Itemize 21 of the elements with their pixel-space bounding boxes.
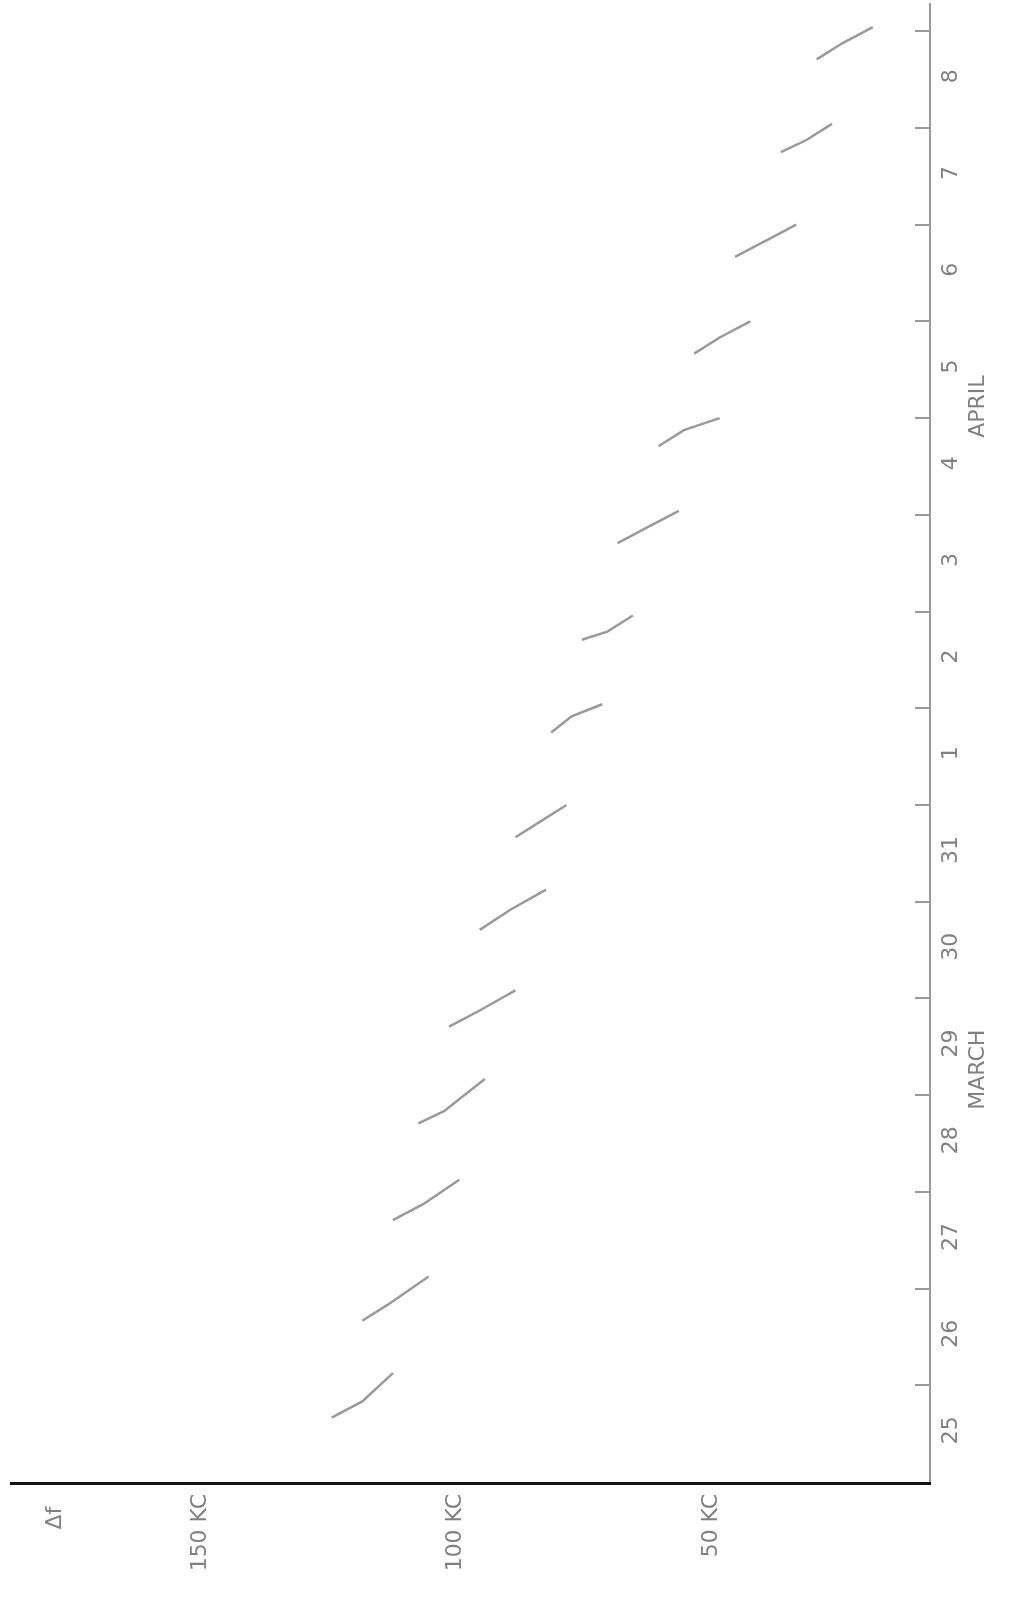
y-tick-label: 30 bbox=[937, 932, 963, 961]
y-tick-label: 29 bbox=[937, 1029, 963, 1058]
x-tick-label: 100 KC bbox=[441, 1493, 467, 1572]
y-tick-label: 31 bbox=[937, 836, 963, 865]
y-tick-label: 27 bbox=[937, 1222, 963, 1251]
y-tick-label: 6 bbox=[937, 262, 963, 277]
text: MARCH bbox=[964, 1029, 990, 1110]
y-tick-label: 26 bbox=[937, 1319, 963, 1348]
y-tick-label: 5 bbox=[937, 359, 963, 374]
x-tick-label: 150 KC bbox=[186, 1493, 212, 1572]
text: APRIL bbox=[964, 374, 990, 438]
y-tick-label: 25 bbox=[937, 1416, 963, 1445]
y-tick-label: 3 bbox=[937, 552, 963, 567]
y-tick-label: 7 bbox=[937, 165, 963, 180]
y-tick-label: 4 bbox=[937, 456, 963, 471]
x-tick-label: 50 KC bbox=[696, 1493, 722, 1558]
y-tick-label: 2 bbox=[937, 649, 963, 664]
y-tick-label: 28 bbox=[937, 1126, 963, 1155]
text: Δf bbox=[40, 1505, 66, 1530]
y-tick-label: 1 bbox=[937, 746, 963, 761]
y-tick-label: 8 bbox=[937, 69, 963, 84]
